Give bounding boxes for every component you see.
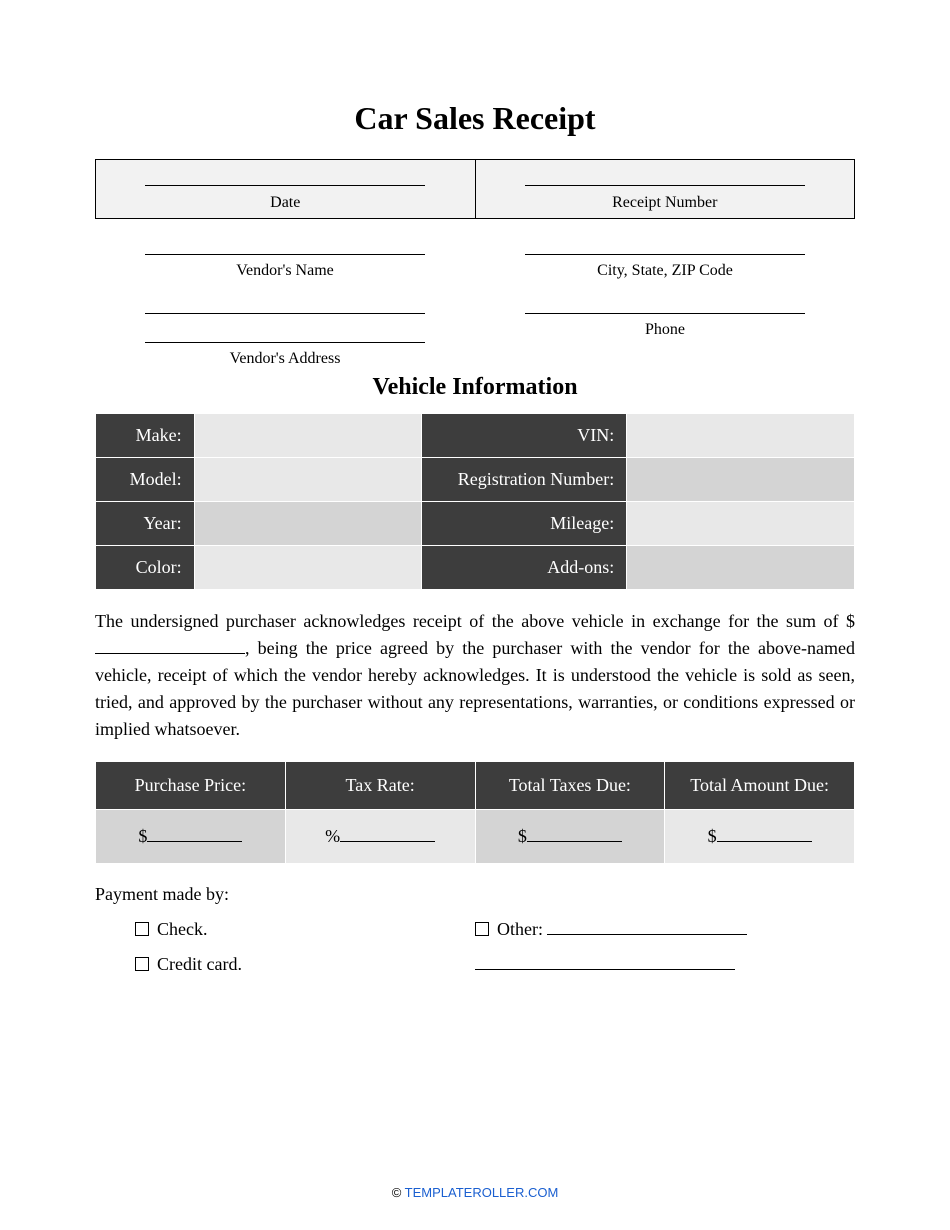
vehicle-value-3-right[interactable] [627,546,855,590]
vendor-row-2: Vendor's Address Phone [95,296,855,368]
vehicle-value-1-right[interactable] [627,458,855,502]
vehicle-label-3-right: Add-ons: [422,546,627,590]
date-label: Date [116,194,455,212]
payment-check-option: Check. [95,919,475,940]
check-label: Check. [157,919,207,939]
payment-other-option: Other: [475,919,855,940]
vehicle-value-0-left[interactable] [194,414,422,458]
vehicle-label-1-right: Registration Number: [422,458,627,502]
vehicle-value-0-right[interactable] [627,414,855,458]
footer-copy: © [392,1185,405,1200]
vehicle-value-2-right[interactable] [627,502,855,546]
vehicle-value-2-left[interactable] [194,502,422,546]
vehicle-value-3-left[interactable] [194,546,422,590]
totals-header-0: Purchase Price: [96,762,286,810]
vehicle-label-0-left: Make: [96,414,195,458]
totals-value-0[interactable]: $ [96,810,286,864]
payment-section: Payment made by: Check. Other: Credit ca… [95,884,855,975]
phone-col: Phone [475,296,855,368]
footer: © TEMPLATEROLLER.COM [0,1185,950,1200]
receipt-number-label: Receipt Number [496,194,835,212]
date-cell: Date [96,160,476,219]
acknowledgment-text: The undersigned purchaser acknowledges r… [95,608,855,743]
other-checkbox[interactable] [475,922,489,936]
totals-header-2: Total Taxes Due: [475,762,665,810]
phone-blank[interactable] [525,296,805,314]
check-checkbox[interactable] [135,922,149,936]
city-blank[interactable] [525,237,805,255]
vendor-row-1: Vendor's Name City, State, ZIP Code [95,237,855,280]
totals-table: Purchase Price:Tax Rate:Total Taxes Due:… [95,761,855,864]
payment-credit-option: Credit card. [95,954,475,975]
vehicle-label-2-left: Year: [96,502,195,546]
vehicle-label-1-left: Model: [96,458,195,502]
totals-value-3[interactable]: $ [665,810,855,864]
totals-value-row: $%$$ [96,810,855,864]
vendor-name-blank[interactable] [145,237,425,255]
vendor-address-col: Vendor's Address [95,296,475,368]
date-blank[interactable] [145,168,425,186]
city-col: City, State, ZIP Code [475,237,855,280]
vehicle-label-2-right: Mileage: [422,502,627,546]
totals-header-1: Tax Rate: [285,762,475,810]
totals-value-2[interactable]: $ [475,810,665,864]
vehicle-label-3-left: Color: [96,546,195,590]
credit-label: Credit card. [157,954,242,974]
phone-label: Phone [495,321,835,339]
vendor-name-label: Vendor's Name [115,262,455,280]
vehicle-label-0-right: VIN: [422,414,627,458]
vendor-name-col: Vendor's Name [95,237,475,280]
sum-blank[interactable] [95,640,245,654]
other-blank[interactable] [547,921,747,935]
city-label: City, State, ZIP Code [495,262,835,280]
receipt-number-cell: Receipt Number [475,160,855,219]
body-part1: The undersigned purchaser acknowledges r… [95,611,855,631]
receipt-number-blank[interactable] [525,168,805,186]
vehicle-info-table: Make: VIN: Model: Registration Number: Year:… [95,413,855,590]
vendor-address-label: Vendor's Address [115,350,455,368]
other-label: Other: [497,919,543,939]
vehicle-value-1-left[interactable] [194,458,422,502]
vendor-address-blank-2[interactable] [145,325,425,343]
totals-value-1[interactable]: % [285,810,475,864]
payment-label: Payment made by: [95,884,855,905]
header-table: Date Receipt Number [95,159,855,219]
footer-link: TEMPLATEROLLER.COM [405,1185,559,1200]
page-title: Car Sales Receipt [95,100,855,137]
signature-blank[interactable] [475,956,735,970]
vendor-address-blank-1[interactable] [145,296,425,314]
credit-checkbox[interactable] [135,957,149,971]
totals-header-row: Purchase Price:Tax Rate:Total Taxes Due:… [96,762,855,810]
signature-area [475,954,855,975]
totals-header-3: Total Amount Due: [665,762,855,810]
vehicle-section-title: Vehicle Information [95,374,855,401]
